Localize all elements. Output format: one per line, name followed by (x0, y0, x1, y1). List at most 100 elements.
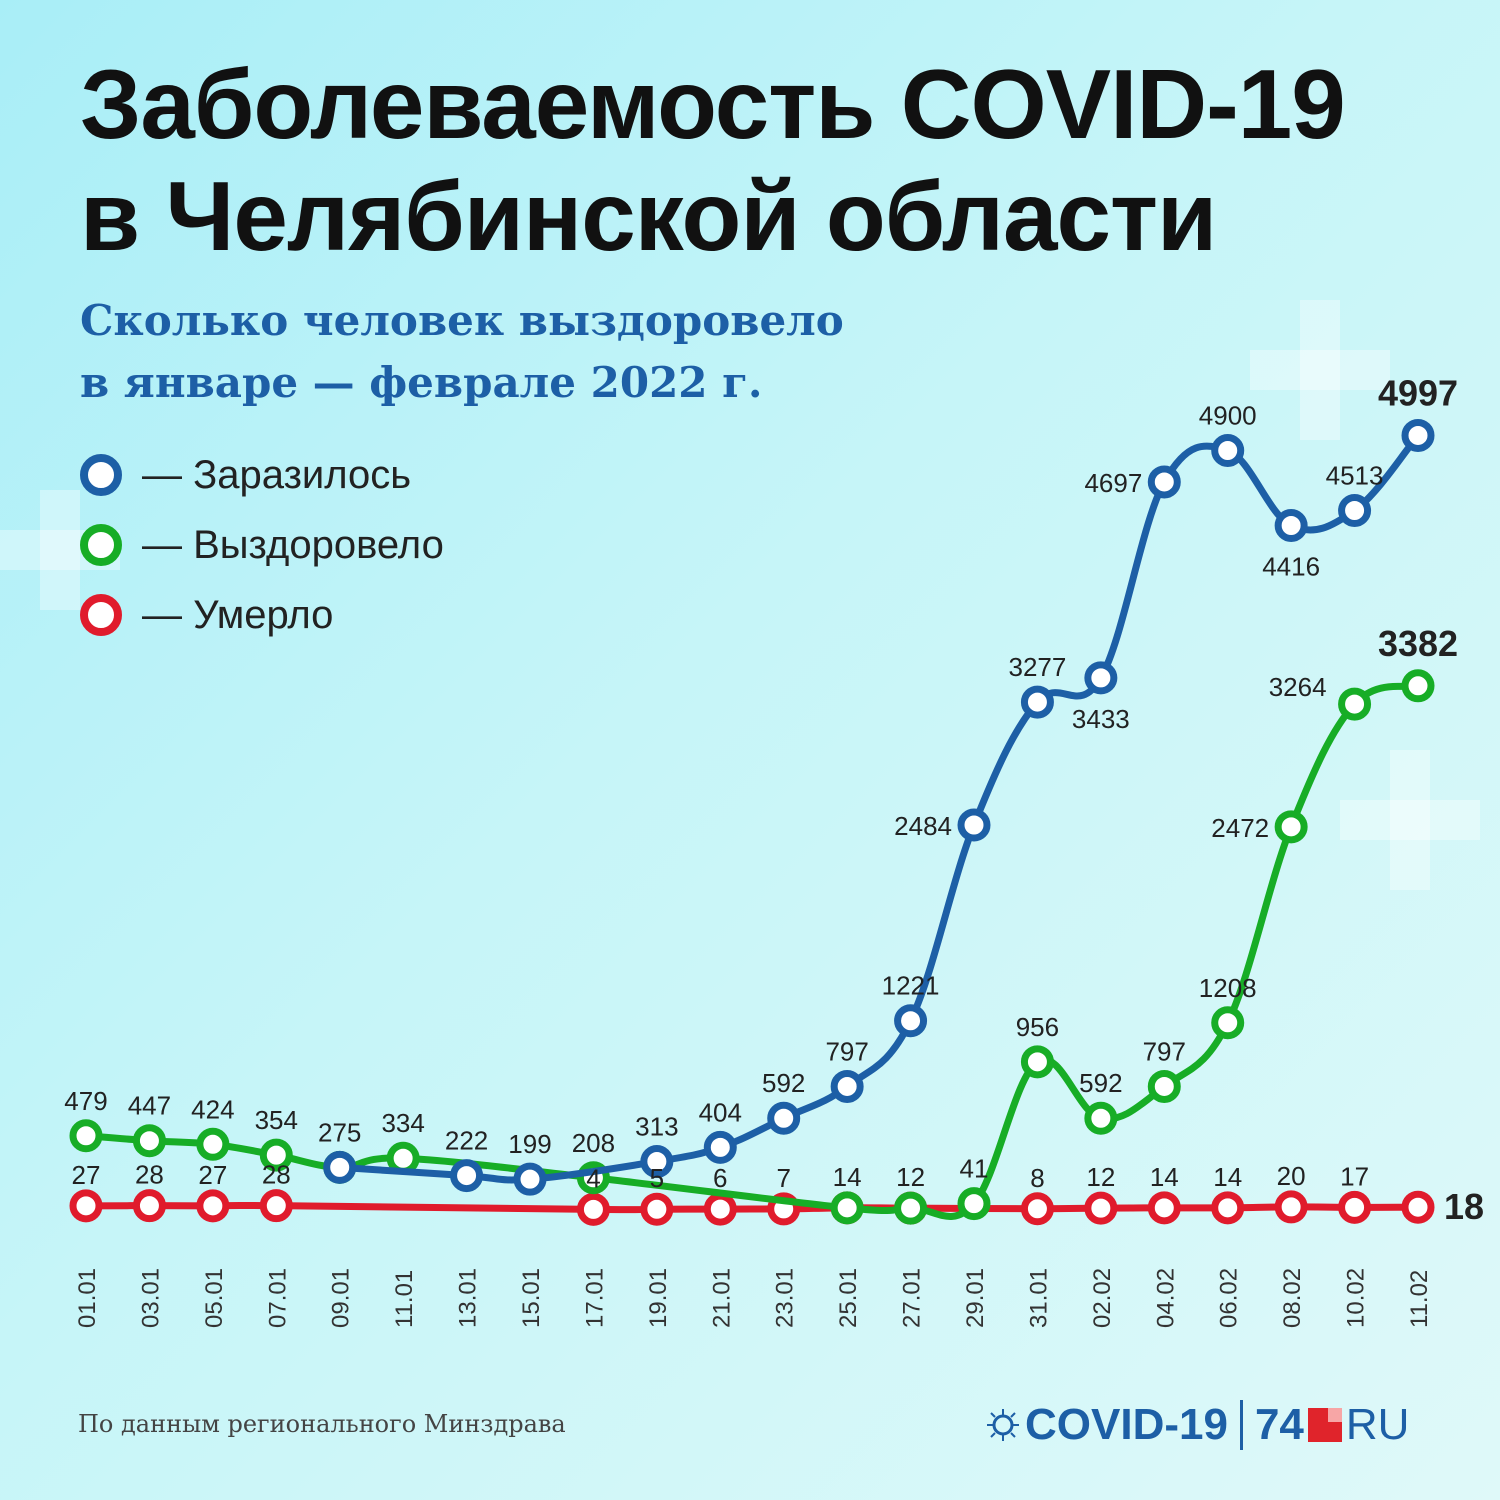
data-label-recovered: 1208 (1199, 973, 1257, 1003)
data-label-died: 27 (72, 1160, 101, 1190)
virus-icon (987, 1409, 1019, 1441)
bg-cross (1250, 350, 1390, 390)
data-point-recovered (132, 1124, 166, 1158)
x-tick-label: 04.02 (1152, 1268, 1179, 1328)
x-tick-label: 06.02 (1216, 1268, 1243, 1328)
legend-label-died: — Умерло (142, 592, 334, 637)
data-label-recovered: 424 (191, 1094, 234, 1124)
title-line-2: в Челябинской области (80, 161, 1217, 271)
data-label-died: 14 (833, 1162, 862, 1192)
data-label-recovered: 334 (381, 1108, 424, 1138)
data-point-recovered (196, 1127, 230, 1161)
source-note: По данным регионального Минздрава (78, 1410, 566, 1438)
data-label-infected: 404 (699, 1097, 742, 1127)
data-point-infected (957, 808, 991, 842)
logo-74-text: 74 (1254, 1400, 1304, 1449)
data-point-infected (450, 1159, 484, 1193)
data-label-recovered: 447 (128, 1091, 171, 1121)
x-tick-label: 17.01 (581, 1268, 608, 1328)
data-label-recovered: 41 (960, 1154, 989, 1184)
data-label-died: 27 (198, 1160, 227, 1190)
legend-marker-infected (80, 454, 122, 496)
data-label-infected: 592 (762, 1068, 805, 1098)
subtitle-line-1: Сколько человек выздоровело (80, 296, 844, 345)
data-label-died: 28 (262, 1160, 291, 1190)
data-label-recovered: 354 (255, 1105, 298, 1135)
x-tick-label: 01.01 (74, 1268, 101, 1328)
data-label-died: 14 (1213, 1162, 1242, 1192)
x-tick-label: 03.01 (137, 1268, 164, 1328)
legend-marker-recovered (80, 524, 122, 566)
x-tick-label: 27.01 (899, 1268, 926, 1328)
x-tick-label: 21.01 (708, 1268, 735, 1328)
data-label-died: 7 (776, 1163, 790, 1193)
data-label-infected: 4997 (1378, 372, 1458, 413)
data-label-recovered: 592 (1079, 1068, 1122, 1098)
data-label-infected: 313 (635, 1111, 678, 1141)
data-point-died (1338, 1190, 1372, 1224)
data-label-infected: 199 (508, 1129, 551, 1159)
data-point-infected (1084, 661, 1118, 695)
x-tick-label: 13.01 (455, 1268, 482, 1328)
data-point-recovered (894, 1191, 928, 1225)
data-label-infected: 4416 (1262, 552, 1320, 582)
x-tick-label: 29.01 (962, 1268, 989, 1328)
data-point-died (1211, 1191, 1245, 1225)
data-label-died: 18 (1444, 1186, 1484, 1227)
x-tick-label: 10.02 (1343, 1268, 1370, 1328)
data-label-died: 8 (1030, 1163, 1044, 1193)
data-point-died (196, 1189, 230, 1223)
brand-logo: COVID-19 74 RU (985, 1395, 1409, 1455)
data-point-recovered (1338, 687, 1372, 721)
data-label-died: 20 (1277, 1161, 1306, 1191)
subtitle-line-2: в январе — феврале 2022 г. (80, 358, 763, 407)
data-label-died: 28 (135, 1160, 164, 1190)
x-tick-label: 31.01 (1025, 1268, 1052, 1328)
legend-item-recovered: — Выздоровело (80, 510, 444, 580)
data-point-died (1020, 1192, 1054, 1226)
data-label-infected: 3433 (1072, 704, 1130, 734)
x-tick-label: 11.01 (391, 1270, 418, 1328)
data-point-recovered (386, 1141, 420, 1175)
data-point-died (1147, 1191, 1181, 1225)
x-tick-label: 08.02 (1279, 1268, 1306, 1328)
data-point-died (69, 1189, 103, 1223)
data-label-recovered: 479 (64, 1086, 107, 1116)
x-tick-label: 19.01 (645, 1268, 672, 1328)
data-point-died (576, 1192, 610, 1226)
data-point-died (640, 1192, 674, 1226)
legend: — Заразилось — Выздоровело — Умерло (80, 440, 444, 650)
data-point-infected (1147, 465, 1181, 499)
data-label-infected: 3277 (1009, 652, 1067, 682)
data-point-recovered (1274, 810, 1308, 844)
data-point-infected (1211, 434, 1245, 467)
legend-marker-died (80, 594, 122, 636)
x-tick-label: 11.02 (1406, 1270, 1433, 1328)
data-point-infected (640, 1144, 674, 1178)
x-tick-label: 23.01 (772, 1268, 799, 1328)
page-title: Заболеваемость COVID-19 в Челябинской об… (80, 48, 1480, 272)
data-label-recovered: 956 (1016, 1012, 1059, 1042)
data-point-died (259, 1189, 293, 1223)
data-label-infected: 1221 (882, 971, 940, 1001)
data-point-died (1401, 1190, 1435, 1224)
logo-square-icon (1307, 1408, 1342, 1442)
data-point-recovered (1084, 1101, 1118, 1135)
data-point-infected (323, 1150, 357, 1184)
logo-divider (1239, 1400, 1243, 1450)
data-label-infected: 797 (825, 1036, 868, 1066)
legend-item-infected: — Заразилось (80, 440, 444, 510)
data-point-infected (1274, 509, 1308, 543)
data-point-died (1274, 1190, 1308, 1224)
data-point-infected (703, 1130, 737, 1164)
chart-subtitle: Сколько человек выздоровело в январе — ф… (80, 290, 844, 414)
data-point-infected (830, 1069, 864, 1103)
data-label-recovered: 3382 (1378, 623, 1458, 664)
x-tick-label: 09.01 (328, 1268, 355, 1328)
data-point-infected (1338, 493, 1372, 527)
data-point-infected (1020, 685, 1054, 719)
data-point-infected (894, 1004, 928, 1038)
data-label-died: 5 (650, 1163, 664, 1193)
data-label-recovered: 797 (1143, 1036, 1186, 1066)
